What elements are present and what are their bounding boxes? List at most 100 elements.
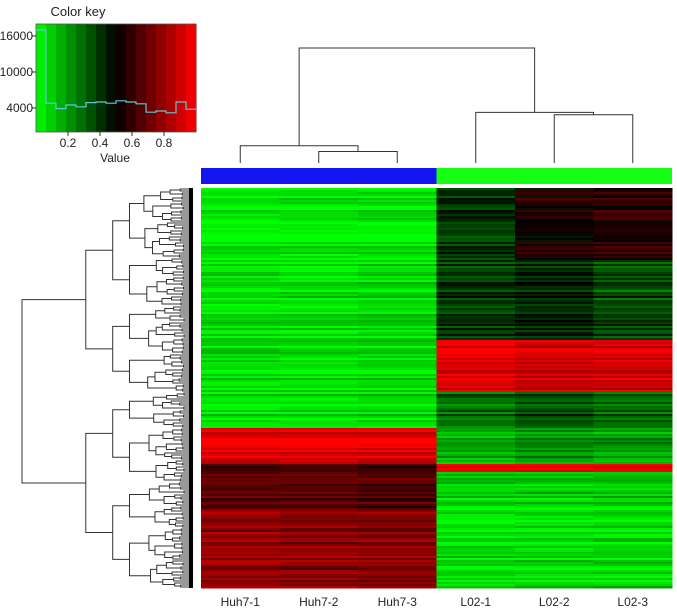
heatmap-cell [515, 566, 594, 569]
heatmap-cell [279, 558, 359, 561]
heatmap-cell [515, 264, 594, 267]
heatmap-cell [436, 550, 516, 553]
heatmap-cell [358, 250, 437, 253]
heatmap-cell [358, 524, 437, 527]
heatmap-cell [358, 498, 437, 501]
heatmap-cell [201, 358, 280, 361]
heatmap-cell [515, 456, 594, 459]
row-dendrogram-link [159, 238, 176, 245]
heatmap-cell [515, 582, 594, 585]
heatmap-cell [593, 252, 673, 255]
heatmap-cell [279, 400, 359, 403]
heatmap-cell [593, 288, 673, 291]
heatmap-cell [201, 348, 280, 351]
heatmap-cell [279, 294, 359, 297]
heatmap-cell [593, 264, 673, 267]
heatmap-cell [515, 268, 594, 271]
heatmap-cell [201, 342, 280, 345]
heatmap-cell [279, 388, 359, 391]
heatmap-cell [593, 216, 673, 219]
heatmap-cell [593, 576, 673, 579]
heatmap-cell [279, 332, 359, 335]
heatmap-cell [436, 512, 516, 515]
heatmap-cell [593, 348, 673, 351]
heatmap-cell [436, 240, 516, 243]
heatmap-cell [593, 408, 673, 411]
heatmap-cell [515, 242, 594, 245]
heatmap-cell [436, 264, 516, 267]
color-key-y-tick-label: 4000 [6, 101, 33, 115]
heatmap-cell [358, 460, 437, 463]
heatmap-cell [279, 456, 359, 459]
heatmap-cell [201, 446, 280, 449]
heatmap-cell [358, 246, 437, 249]
heatmap-cell [515, 384, 594, 387]
heatmap-cell [201, 486, 280, 489]
heatmap-cell [515, 544, 594, 547]
heatmap-cell [515, 574, 594, 577]
heatmap-cell [201, 518, 280, 521]
heatmap-cell [358, 256, 437, 259]
row-dendrogram-link [179, 478, 190, 482]
heatmap-cell [358, 192, 437, 195]
heatmap-cell [593, 242, 673, 245]
heatmap-cell [515, 380, 594, 383]
heatmap-cell [201, 442, 280, 445]
heatmap-cell [593, 434, 673, 437]
heatmap-cell [358, 230, 437, 233]
heatmap-cell [279, 538, 359, 541]
heatmap-cell [358, 514, 437, 517]
heatmap-cell [358, 294, 437, 297]
heatmap-cell [358, 218, 437, 221]
heatmap-cell [201, 238, 280, 241]
heatmap-cell [279, 410, 359, 413]
row-dendrogram-link [147, 376, 177, 389]
heatmap-cell [358, 274, 437, 277]
row-dendrogram-link [166, 289, 183, 295]
heatmap-cell [515, 396, 594, 399]
heatmap-cell [593, 388, 673, 391]
heatmap-cell [358, 540, 437, 543]
heatmap-cell [358, 464, 437, 467]
row-dendrogram-link [148, 330, 163, 347]
heatmap-cell [515, 394, 594, 397]
heatmap-cell [515, 266, 594, 269]
heatmap-cell [201, 478, 280, 481]
row-dendrogram-link [179, 576, 190, 580]
heatmap-cell [279, 374, 359, 377]
row-dendrogram-link [156, 281, 168, 293]
heatmap-cell [515, 416, 594, 419]
heatmap-cell [279, 372, 359, 375]
heatmap-cell [593, 322, 673, 325]
heatmap-cell [593, 290, 673, 293]
heatmap-cell [358, 476, 437, 479]
row-dendrogram-link [148, 535, 166, 551]
heatmap-cell [279, 250, 359, 253]
heatmap-cell [358, 366, 437, 369]
heatmap-cell [515, 502, 594, 505]
heatmap-cell [436, 430, 516, 433]
heatmap-cell [593, 584, 673, 587]
heatmap-cell [593, 318, 673, 321]
row-dendrogram-link [152, 241, 164, 255]
heatmap-cell [436, 404, 516, 407]
row-dendrogram-link [182, 424, 190, 428]
heatmap-cell [358, 462, 437, 465]
heatmap-cell [436, 444, 516, 447]
heatmap-cell [515, 534, 594, 537]
row-dendrogram-link [152, 396, 167, 406]
heatmap-cell [593, 362, 673, 365]
heatmap-cell [593, 550, 673, 553]
heatmap-cell [515, 418, 594, 421]
heatmap-cell [201, 230, 280, 233]
heatmap-cell [358, 284, 437, 287]
heatmap-cell [201, 340, 280, 343]
heatmap-cell [436, 360, 516, 363]
heatmap-cell [279, 560, 359, 563]
row-dendrogram-link [182, 226, 190, 230]
heatmap-cell [436, 296, 516, 299]
heatmap-cell [515, 402, 594, 405]
heatmap-cell [358, 492, 437, 495]
heatmap-cell [515, 408, 594, 411]
heatmap-cell [201, 398, 280, 401]
